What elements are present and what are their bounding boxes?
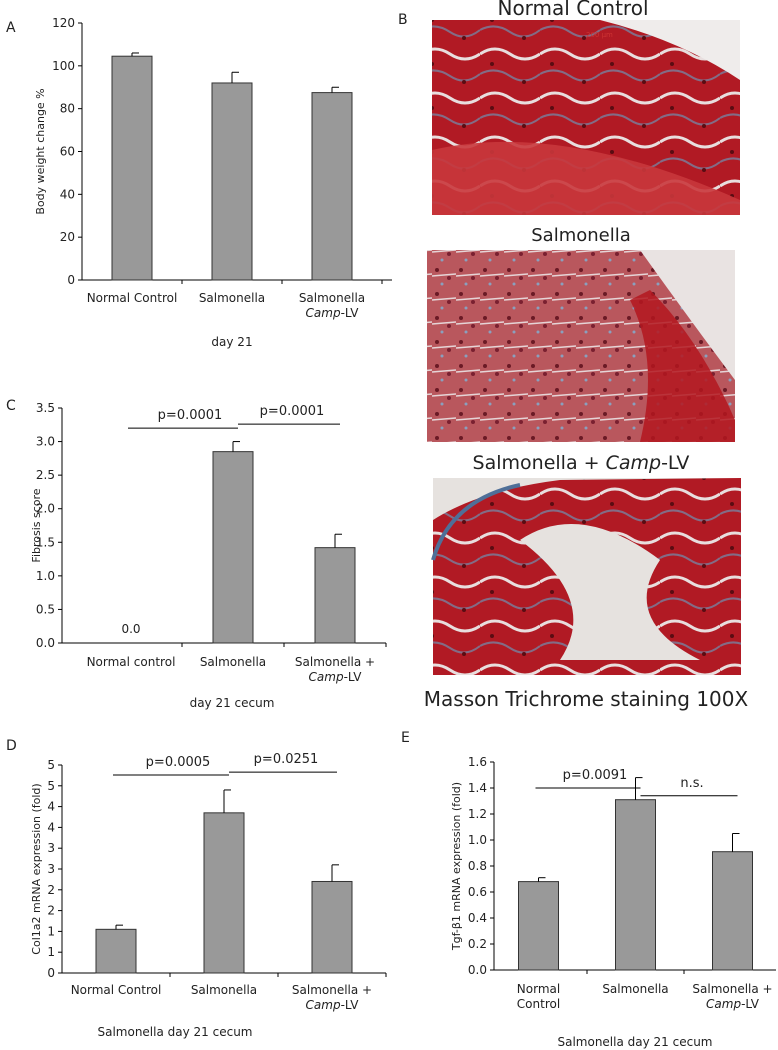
y-tick-label: 3 bbox=[47, 841, 55, 855]
y-tick-label: 0.6 bbox=[468, 885, 487, 899]
y-axis-label: Body weight change % bbox=[34, 88, 47, 214]
x-tick-label: Salmonella bbox=[299, 291, 365, 305]
y-tick-label: 0.0 bbox=[36, 636, 55, 650]
significance-label: p=0.0091 bbox=[563, 768, 628, 783]
bar bbox=[615, 799, 656, 971]
bar bbox=[203, 812, 245, 974]
x-tick-label: Salmonella bbox=[200, 655, 266, 669]
x-tick-label: Control bbox=[517, 997, 560, 1011]
image-detail bbox=[640, 250, 735, 380]
y-tick-label: 0.8 bbox=[468, 859, 487, 873]
x-tick-label: Salmonella + bbox=[692, 982, 772, 996]
y-tick-label: 5 bbox=[47, 758, 55, 772]
y-tick-label: 20 bbox=[60, 230, 75, 244]
image-detail bbox=[600, 20, 740, 80]
x-tick-label: Normal control bbox=[87, 655, 176, 669]
y-tick-label: 0.5 bbox=[36, 602, 55, 616]
y-tick-label: 0 bbox=[47, 966, 55, 980]
y-axis-label: Col1a2 mRNA expression (fold) bbox=[30, 783, 43, 954]
significance-label: p=0.0005 bbox=[146, 755, 211, 770]
x-axis-label: day 21 bbox=[211, 335, 252, 349]
y-tick-label: 3 bbox=[47, 862, 55, 876]
x-tick-label: Normal Control bbox=[87, 291, 178, 305]
image-title: Normal Control bbox=[497, 0, 648, 20]
y-tick-label: 0.0 bbox=[468, 963, 487, 977]
bar bbox=[95, 928, 137, 974]
x-tick-label: Salmonella bbox=[199, 291, 265, 305]
image-title: Salmonella bbox=[531, 225, 631, 246]
value-label: 0.0 bbox=[121, 622, 140, 636]
y-tick-label: 60 bbox=[60, 145, 75, 159]
y-axis-label: Fibrosis score bbox=[30, 488, 43, 562]
bar bbox=[311, 880, 353, 974]
image-detail bbox=[630, 290, 735, 442]
y-tick-label: 0.4 bbox=[468, 911, 487, 925]
x-tick-label: Normal bbox=[517, 982, 560, 996]
panel-letter: C bbox=[6, 398, 16, 414]
y-tick-label: 1.0 bbox=[36, 569, 55, 583]
bar bbox=[518, 881, 559, 971]
y-tick-label: 1.5 bbox=[36, 535, 55, 549]
y-tick-label: 1 bbox=[47, 924, 55, 938]
x-tick-label: Salmonella + bbox=[295, 655, 375, 669]
image-detail bbox=[520, 524, 700, 660]
x-tick-label: Camp-LV bbox=[306, 998, 360, 1012]
y-tick-label: 4 bbox=[47, 800, 55, 814]
panel-letter: D bbox=[6, 738, 17, 754]
y-tick-label: 3.5 bbox=[36, 401, 55, 415]
y-tick-label: 2.0 bbox=[36, 502, 55, 516]
image-detail bbox=[431, 483, 521, 561]
y-tick-label: 4 bbox=[47, 820, 55, 834]
y-tick-label: 120 bbox=[52, 16, 75, 30]
x-axis-label: Salmonella day 21 cecum bbox=[97, 1025, 252, 1039]
image-title: Salmonella + Camp-LV bbox=[473, 452, 690, 474]
y-tick-label: 3.0 bbox=[36, 435, 55, 449]
bar bbox=[111, 55, 153, 281]
y-tick-label: 1.6 bbox=[468, 755, 487, 769]
x-tick-label: Camp-LV bbox=[309, 670, 363, 684]
panel-letter: A bbox=[6, 20, 16, 36]
image-detail bbox=[432, 141, 740, 215]
y-tick-label: 2.5 bbox=[36, 468, 55, 482]
significance-label: n.s. bbox=[680, 776, 703, 791]
scale-bar-label: 200 µm bbox=[586, 31, 613, 39]
panel-letter: E bbox=[401, 730, 410, 746]
y-tick-label: 0.2 bbox=[468, 937, 487, 951]
significance-label: p=0.0001 bbox=[260, 404, 325, 419]
y-axis-label: Tgf-β1 mRNA expression (fold) bbox=[450, 782, 463, 951]
y-tick-label: 80 bbox=[60, 102, 75, 116]
x-tick-label: Camp-LV bbox=[306, 306, 360, 320]
y-tick-label: 40 bbox=[60, 187, 75, 201]
image-caption: Masson Trichrome staining 100X bbox=[424, 687, 749, 711]
bar bbox=[712, 851, 753, 971]
y-tick-label: 1.0 bbox=[468, 833, 487, 847]
bar bbox=[212, 451, 254, 644]
x-tick-label: Salmonella + bbox=[292, 983, 372, 997]
x-tick-label: Salmonella bbox=[602, 982, 668, 996]
x-tick-label: Normal Control bbox=[71, 983, 162, 997]
significance-label: p=0.0001 bbox=[158, 408, 223, 423]
x-axis-label: Salmonella day 21 cecum bbox=[557, 1035, 712, 1049]
bar bbox=[314, 547, 356, 644]
significance-label: p=0.0251 bbox=[254, 752, 319, 767]
y-tick-label: 1.2 bbox=[468, 807, 487, 821]
x-tick-label: Camp-LV bbox=[706, 997, 760, 1011]
y-tick-label: 2 bbox=[47, 883, 55, 897]
x-axis-label: day 21 cecum bbox=[190, 696, 275, 710]
y-tick-label: 1.4 bbox=[468, 781, 487, 795]
y-tick-label: 0 bbox=[67, 273, 75, 287]
bar bbox=[211, 82, 253, 281]
x-tick-label: Salmonella bbox=[191, 983, 257, 997]
y-tick-label: 2 bbox=[47, 904, 55, 918]
panel-letter: B bbox=[398, 12, 408, 28]
bar bbox=[311, 92, 353, 281]
y-tick-label: 100 bbox=[52, 59, 75, 73]
y-tick-label: 1 bbox=[47, 945, 55, 959]
y-tick-label: 5 bbox=[47, 779, 55, 793]
